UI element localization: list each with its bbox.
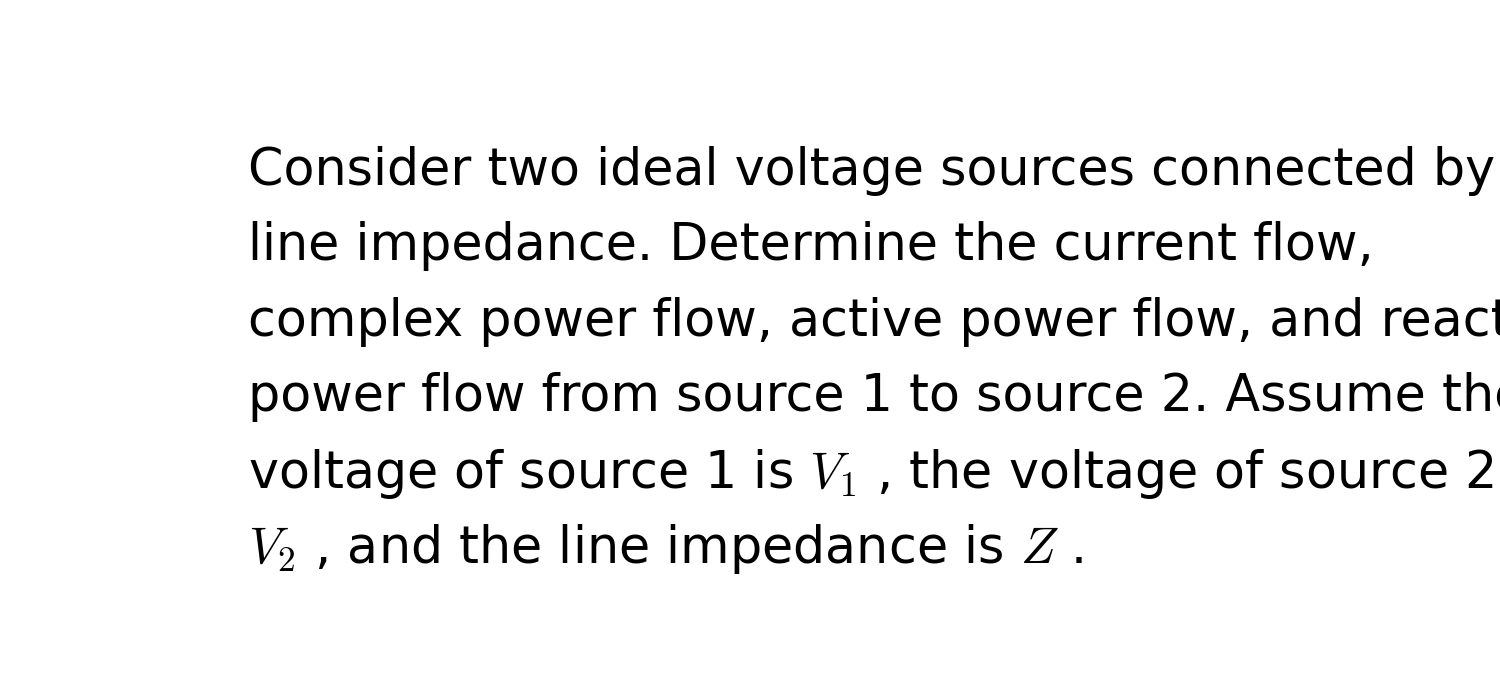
Text: voltage of source 1 is $V_1$ , the voltage of source 2 is: voltage of source 1 is $V_1$ , the volta… xyxy=(248,447,1500,501)
Text: line impedance. Determine the current flow,: line impedance. Determine the current fl… xyxy=(248,222,1374,271)
Text: Consider two ideal voltage sources connected by a: Consider two ideal voltage sources conne… xyxy=(248,146,1500,196)
Text: complex power flow, active power flow, and reactive: complex power flow, active power flow, a… xyxy=(248,297,1500,347)
Text: $V_2$ , and the line impedance is $Z$ .: $V_2$ , and the line impedance is $Z$ . xyxy=(248,522,1083,577)
Text: power flow from source 1 to source 2. Assume the: power flow from source 1 to source 2. As… xyxy=(248,372,1500,422)
